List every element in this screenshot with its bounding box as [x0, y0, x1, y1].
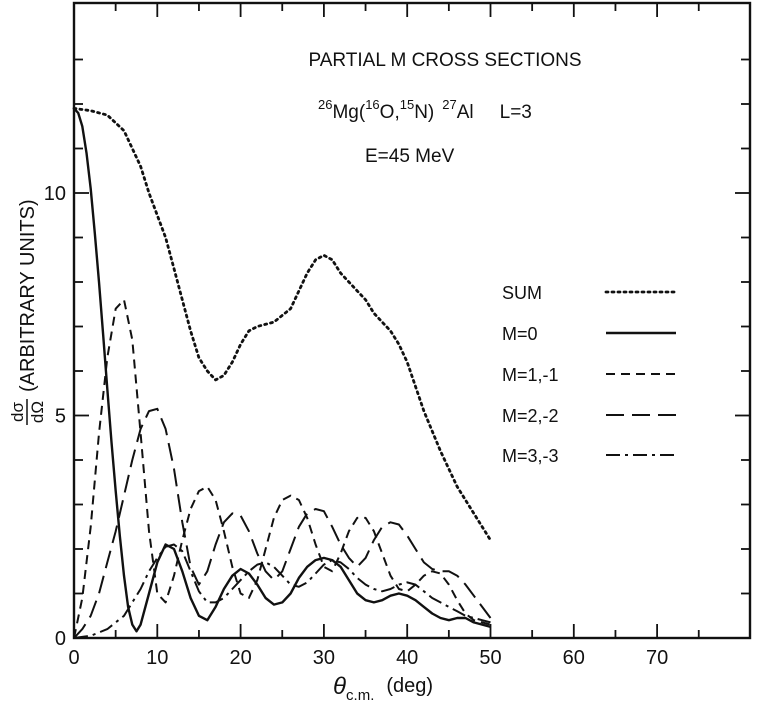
y-axis-fraction-num: dσ — [8, 402, 27, 422]
plot-frame — [72, 1, 752, 640]
series-layer — [72, 107, 492, 639]
x-tick-label: 10 — [146, 647, 168, 669]
y-axis-label: dσ dΩ (ARBITRARY UNITS) — [8, 199, 47, 425]
axis-ticks — [73, 3, 750, 639]
x-tick-label: 30 — [313, 647, 335, 669]
target-mass: 26 — [318, 97, 332, 112]
residual-symbol: Al — [457, 102, 474, 123]
legend-label-m-0: M=0 — [502, 324, 538, 344]
legend-label-m-3-3: M=3,-3 — [502, 446, 559, 466]
ejectile-mass: 15 — [400, 97, 414, 112]
ejectile-symbol: N) — [414, 102, 434, 123]
projectile-symbol: O, — [380, 102, 400, 123]
axis-tick-labels: 0 10 20 30 40 50 60 70 0 5 10 — [44, 183, 668, 669]
chart-title: PARTIAL M CROSS SECTIONS — [308, 50, 581, 71]
x-tick-label: 40 — [396, 647, 418, 669]
reaction-label: 26Mg(16O,15N) 27Al L=3 — [318, 97, 532, 123]
y-tick-label: 5 — [55, 406, 66, 428]
series-line-m-0 — [73, 107, 491, 633]
legend-label-sum: SUM — [502, 283, 542, 303]
x-axis-subscript: c.m. — [346, 687, 374, 704]
residual-mass: 27 — [442, 97, 456, 112]
energy-label: E=45 MeV — [365, 146, 455, 167]
series-line-m-1-1 — [73, 298, 491, 639]
x-tick-label: 70 — [646, 647, 668, 669]
series-line-sum — [72, 107, 492, 542]
y-axis-fraction-den: dΩ — [28, 401, 47, 423]
projectile-mass: 16 — [365, 97, 379, 112]
legend-label-m-1-1: M=1,-1 — [502, 365, 559, 385]
legend: SUM M=0 M=1,-1 M=2,-2 M=3,-3 — [502, 283, 678, 466]
series-line-m-2-2 — [73, 407, 492, 639]
x-axis-label: θc.m. (deg) — [333, 673, 433, 704]
angular-momentum: L=3 — [500, 102, 532, 123]
open-paren: ( — [359, 102, 366, 123]
y-axis-units: (ARBITRARY UNITS) — [17, 199, 39, 392]
series-line-m-3-3 — [73, 543, 491, 639]
x-tick-label: 50 — [479, 647, 501, 669]
x-tick-label: 60 — [563, 647, 585, 669]
x-axis-theta: θ — [333, 673, 346, 700]
x-tick-label: 20 — [229, 647, 251, 669]
y-tick-label: 0 — [55, 628, 66, 650]
legend-label-m-2-2: M=2,-2 — [502, 406, 559, 426]
x-axis-unit: (deg) — [386, 675, 433, 697]
target-symbol: Mg — [332, 102, 358, 123]
y-tick-label: 10 — [44, 183, 66, 205]
x-tick-label: 0 — [68, 647, 79, 669]
